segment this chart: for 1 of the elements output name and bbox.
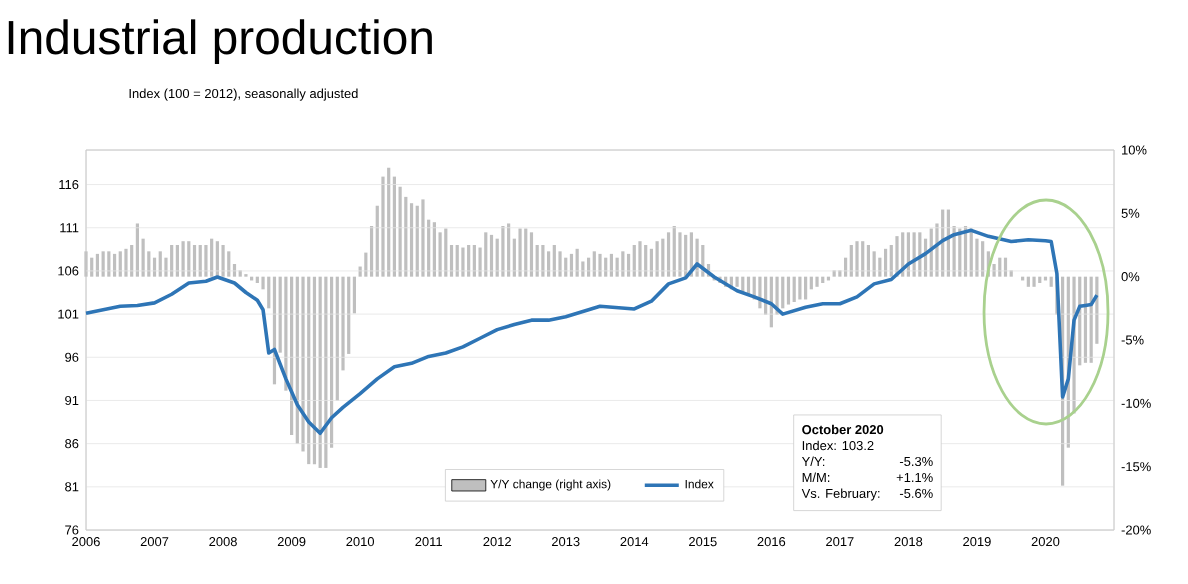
- chart-title: Industrial production: [8, 19, 432, 64]
